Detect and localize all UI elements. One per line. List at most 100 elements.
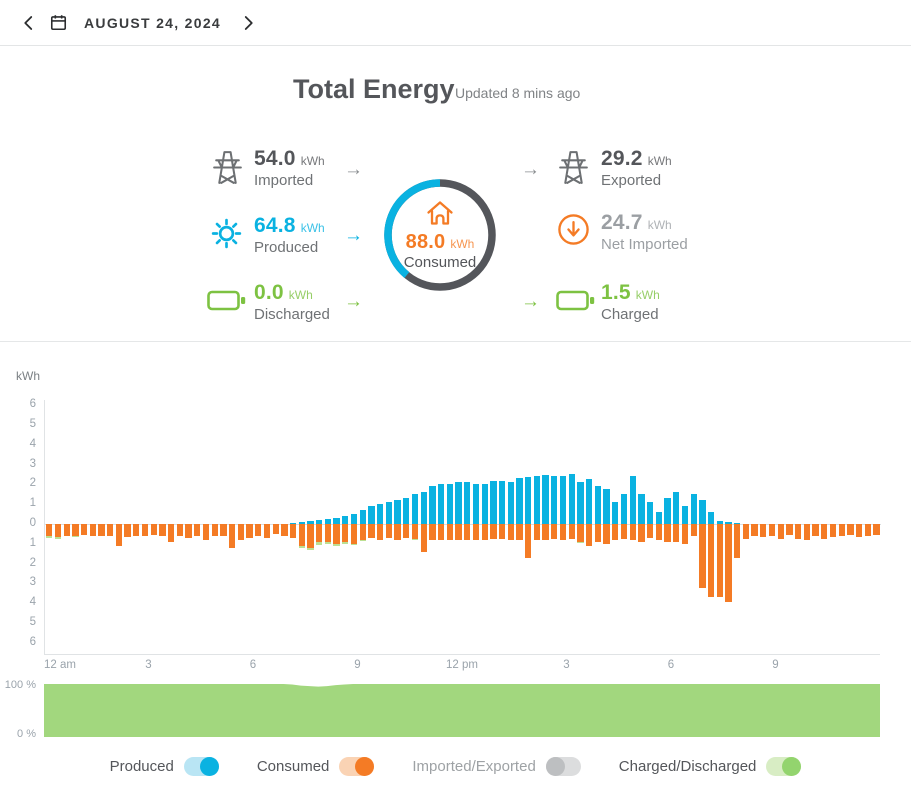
consumed-bar[interactable] [63,524,70,536]
consumed-bar[interactable] [141,524,149,536]
produced-bar[interactable] [429,486,436,524]
calendar-button[interactable] [44,10,72,36]
consumed-bar[interactable] [377,524,384,540]
consumed-bar[interactable] [394,524,401,540]
produced-bar[interactable] [368,506,375,524]
imported-exported-toggle[interactable] [545,757,581,776]
consumed-bar[interactable] [333,524,340,544]
consumed-bar[interactable] [734,524,741,558]
consumed-bar[interactable] [594,524,602,542]
consumed-bar[interactable] [133,524,140,536]
produced-bar[interactable] [498,481,506,524]
consumed-bar[interactable] [237,524,244,540]
consumed-bar[interactable] [603,524,610,544]
consumed-bar[interactable] [115,524,123,546]
consumed-bar[interactable] [690,524,697,536]
consumed-bar[interactable] [551,524,558,539]
consumed-bar[interactable] [107,524,114,536]
consumed-bar[interactable] [150,524,157,535]
consumed-bar[interactable] [437,524,445,540]
produced-bar[interactable] [394,500,401,524]
consumed-bar[interactable] [385,524,393,538]
produced-bar[interactable] [699,500,706,524]
consumed-bar[interactable] [786,524,793,535]
consumed-bar[interactable] [359,524,366,540]
consumed-bar[interactable] [272,524,279,534]
consumed-bar[interactable] [751,524,758,536]
consumed-bar[interactable] [481,524,488,540]
consumed-bar[interactable] [98,524,105,536]
consumed-bar[interactable] [629,524,636,540]
produced-bar[interactable] [707,512,715,524]
produced-bar[interactable] [455,482,462,524]
consumed-bar[interactable] [847,524,854,535]
charged-bar[interactable] [54,536,62,539]
consumed-bar[interactable] [80,524,88,535]
produced-bar[interactable] [289,523,297,524]
consumed-bar[interactable] [350,524,358,544]
consumed-bar[interactable] [246,524,253,538]
charged-bar[interactable] [342,541,349,544]
consumed-bar[interactable] [760,524,767,537]
consumed-bar[interactable] [586,524,593,546]
consumed-bar[interactable] [411,524,419,539]
consumed-bar[interactable] [403,524,410,538]
charged-bar[interactable] [411,538,419,540]
consumed-bar[interactable] [655,524,662,540]
consumed-bar[interactable] [568,524,575,539]
consumed-bar[interactable] [54,524,62,537]
produced-bar[interactable] [472,484,480,524]
consumed-bar[interactable] [124,524,131,537]
consumed-bar[interactable] [542,524,549,540]
consumed-bar[interactable] [298,524,305,546]
consumed-bar[interactable] [533,524,541,540]
produced-bar[interactable] [324,519,332,524]
produced-bar[interactable] [586,479,593,524]
consumed-bar[interactable] [324,524,332,542]
produced-bar[interactable] [298,522,305,524]
produced-bar[interactable] [734,523,741,524]
consumed-bar[interactable] [681,524,689,544]
consumed-bar[interactable] [194,524,201,536]
produced-bar[interactable] [316,520,323,524]
consumed-bar[interactable] [699,524,706,588]
consumed-bar[interactable] [255,524,262,536]
consumed-bar[interactable] [707,524,715,598]
produced-bar[interactable] [551,476,558,524]
consumed-bar[interactable] [838,524,845,536]
produced-bar[interactable] [629,476,636,524]
produced-bar[interactable] [594,486,602,524]
consumed-bar[interactable] [821,524,828,539]
consumed-bar[interactable] [307,524,314,548]
charged-discharged-toggle[interactable] [766,757,802,776]
consumed-bar[interactable] [159,524,166,536]
produced-bar[interactable] [681,506,689,524]
produced-bar[interactable] [568,474,575,524]
consumed-bar[interactable] [498,524,506,539]
consumed-bar[interactable] [429,524,436,540]
produced-bar[interactable] [725,522,732,524]
produced-bar[interactable] [411,494,419,524]
consumed-bar[interactable] [455,524,462,540]
produced-bar[interactable] [403,498,410,524]
consumed-bar[interactable] [673,524,680,542]
consumed-bar[interactable] [89,524,96,536]
consumed-bar[interactable] [855,524,863,537]
charged-bar[interactable] [350,543,358,546]
charged-bar[interactable] [324,541,332,545]
charged-bar[interactable] [298,545,305,548]
charged-bar[interactable] [333,543,340,546]
consumed-bar[interactable] [446,524,453,540]
charged-bar[interactable] [307,547,314,551]
produced-bar[interactable] [420,492,427,524]
consumed-bar[interactable] [420,524,427,552]
consumed-bar[interactable] [289,524,297,538]
consumed-bar[interactable] [620,524,628,539]
produced-bar[interactable] [464,482,471,524]
consumed-bar[interactable] [316,524,323,542]
consumed-bar[interactable] [281,524,288,536]
consumed-bar[interactable] [185,524,192,538]
consumed-bar[interactable] [742,524,750,539]
produced-bar[interactable] [690,494,697,524]
consumed-bar[interactable] [646,524,654,538]
